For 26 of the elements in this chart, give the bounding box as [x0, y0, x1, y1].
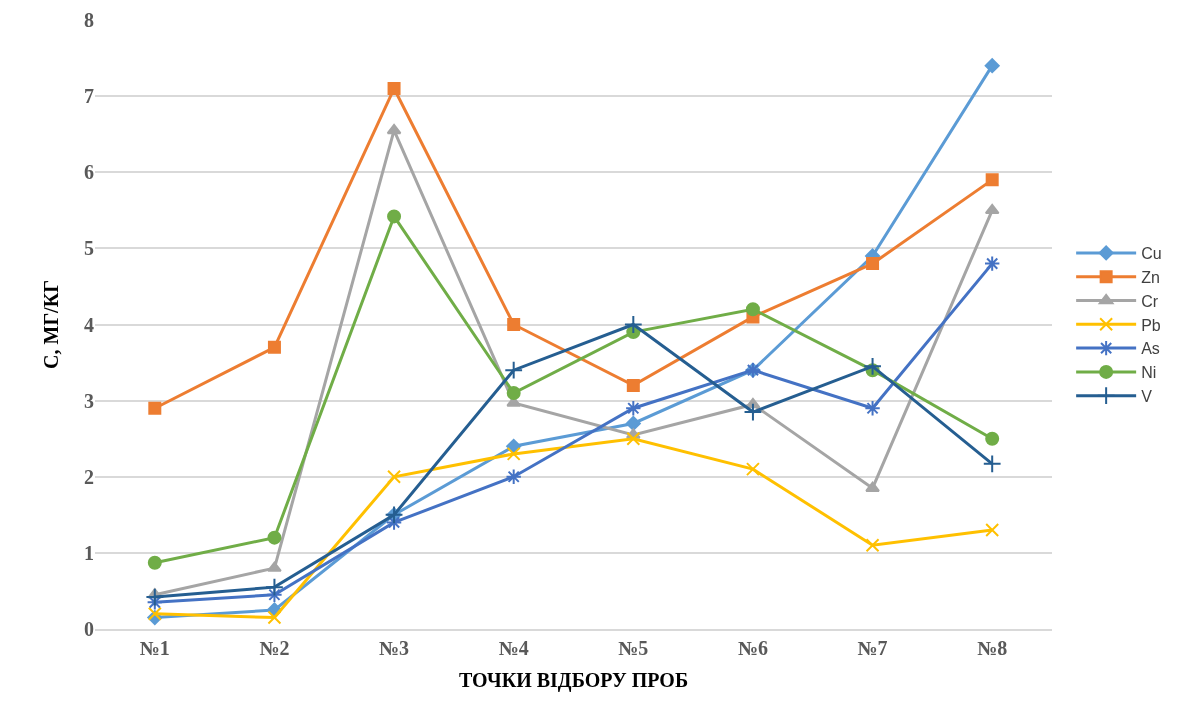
y-tick-label: 7	[84, 85, 94, 108]
y-tick-label: 3	[84, 389, 94, 412]
y-tick-label: 4	[84, 313, 94, 336]
x-tick-label: №4	[498, 637, 529, 659]
y-tick-label: 5	[84, 237, 94, 260]
legend-label: Ni	[1141, 364, 1157, 382]
legend-label: Cr	[1141, 292, 1159, 310]
legend-label: As	[1141, 340, 1160, 358]
x-tick-label: №2	[259, 637, 290, 659]
y-tick-label: 2	[84, 465, 94, 488]
x-tick-label: №7	[857, 637, 888, 659]
y-tick-label: 1	[84, 541, 94, 564]
x-axis-title: ТОЧКИ ВІДБОРУ ПРОБ	[458, 669, 689, 692]
x-tick-label: №8	[977, 637, 1008, 659]
legend-label: Cu	[1141, 245, 1162, 263]
y-tick-label: 0	[84, 618, 94, 640]
legend-label: V	[1141, 387, 1153, 405]
y-axis-title: C, МГ/КГ	[39, 280, 62, 369]
x-tick-label: №5	[618, 637, 649, 659]
y-tick-label: 6	[84, 161, 94, 184]
x-tick-label: №6	[737, 637, 768, 659]
legend-label: Zn	[1141, 268, 1160, 286]
x-tick-label: №1	[139, 637, 170, 659]
x-tick-label: №3	[379, 637, 410, 659]
y-tick-label: 8	[84, 9, 94, 31]
legend-label: Pb	[1141, 316, 1161, 334]
